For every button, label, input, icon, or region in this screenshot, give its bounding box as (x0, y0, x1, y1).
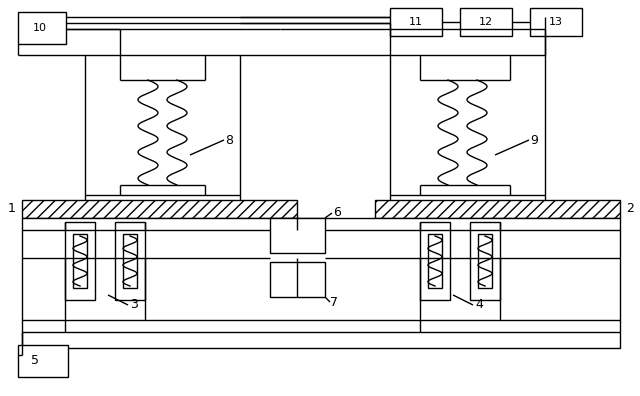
Bar (18, 12, 66, 44)
Bar (123, 234, 137, 288)
Text: 2: 2 (626, 202, 634, 215)
Text: 8: 8 (225, 133, 233, 147)
Text: 4: 4 (475, 299, 483, 312)
Bar (115, 222, 145, 300)
Bar (478, 234, 492, 288)
Bar (65, 222, 95, 300)
Bar (18, 345, 68, 377)
Bar (428, 234, 442, 288)
Text: 13: 13 (549, 17, 563, 27)
Bar (22, 200, 297, 218)
Bar (530, 8, 582, 36)
Text: 6: 6 (333, 206, 341, 219)
Bar (85, 55, 240, 195)
Bar (22, 218, 620, 348)
Bar (73, 234, 87, 288)
Bar (460, 8, 512, 36)
Text: 11: 11 (409, 17, 423, 27)
Bar (390, 55, 545, 195)
Bar (420, 222, 450, 300)
Bar (270, 262, 325, 297)
Text: 7: 7 (330, 295, 338, 308)
Text: 3: 3 (130, 299, 138, 312)
Bar (375, 200, 620, 218)
Text: 10: 10 (33, 23, 47, 33)
Bar (470, 222, 500, 300)
Text: 9: 9 (530, 133, 538, 147)
Bar (390, 8, 442, 36)
Text: 5: 5 (31, 354, 39, 367)
Text: 1: 1 (8, 202, 16, 215)
Bar (270, 218, 325, 253)
Text: 12: 12 (479, 17, 493, 27)
